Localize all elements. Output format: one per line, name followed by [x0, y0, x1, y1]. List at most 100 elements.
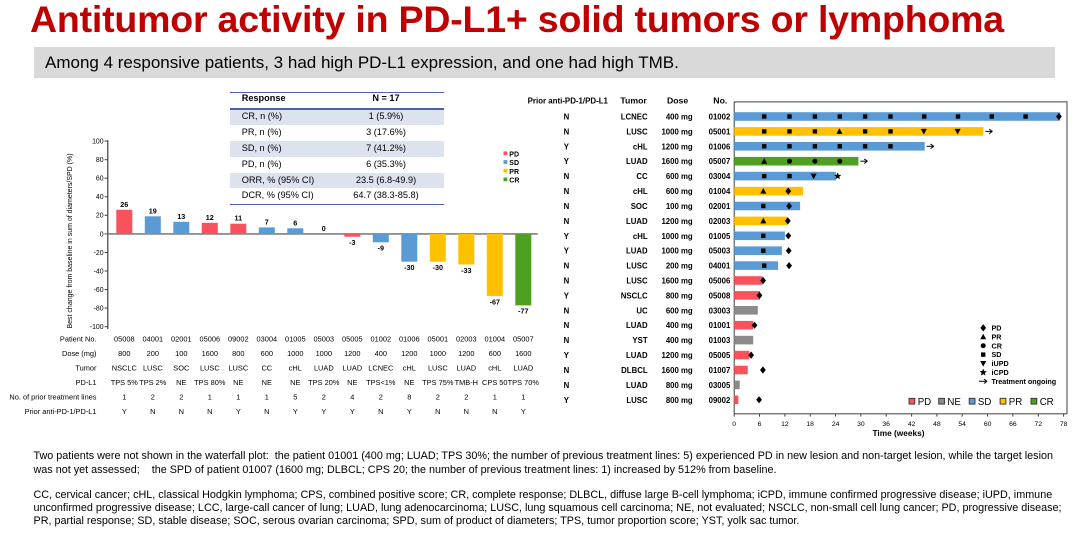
svg-text:LUSC: LUSC [143, 364, 163, 373]
svg-text:01003: 01003 [709, 336, 731, 345]
svg-text:04001: 04001 [143, 335, 164, 344]
svg-text:1200: 1200 [344, 349, 360, 358]
svg-text:1: 1 [208, 393, 212, 402]
svg-text:SOC: SOC [631, 202, 648, 211]
svg-text:05007: 05007 [513, 335, 534, 344]
svg-text:Y: Y [236, 407, 241, 416]
svg-text:TPS 5%: TPS 5% [111, 378, 139, 387]
svg-text:CC: CC [261, 364, 272, 373]
svg-text:600 mg: 600 mg [666, 187, 693, 196]
svg-text:CPS 50: CPS 50 [482, 378, 507, 387]
svg-text:N: N [179, 407, 184, 416]
svg-text:18: 18 [806, 421, 814, 428]
svg-text:05005: 05005 [342, 335, 363, 344]
svg-text:LUSC: LUSC [626, 396, 648, 405]
svg-text:PD: PD [509, 151, 519, 158]
svg-text:03003: 03003 [709, 306, 731, 315]
svg-text:LUSC: LUSC [428, 364, 448, 373]
svg-text:N: N [564, 321, 570, 330]
svg-text:LUAD: LUAD [456, 364, 476, 373]
svg-text:CR: CR [1040, 397, 1054, 408]
svg-text:N: N [564, 187, 570, 196]
svg-text:Tumor: Tumor [620, 96, 647, 106]
svg-text:TPS 75%: TPS 75% [422, 378, 454, 387]
svg-text:80: 80 [96, 157, 104, 164]
svg-text:400 mg: 400 mg [666, 321, 693, 330]
svg-text:No.: No. [713, 96, 727, 106]
svg-text:N: N [492, 407, 497, 416]
svg-text:09002: 09002 [709, 396, 731, 405]
svg-text:LCNEC: LCNEC [368, 364, 394, 373]
svg-text:Dose (mg): Dose (mg) [62, 349, 97, 358]
svg-text:02003: 02003 [456, 335, 477, 344]
svg-text:6: 6 [758, 421, 762, 428]
svg-text:LUAD: LUAD [626, 351, 648, 360]
svg-text:N: N [564, 127, 570, 136]
svg-text:TPS 80%: TPS 80% [194, 378, 226, 387]
svg-text:05008: 05008 [709, 291, 731, 300]
svg-text:N: N [564, 202, 570, 211]
svg-text:Y: Y [122, 407, 127, 416]
svg-text:2: 2 [379, 393, 383, 402]
svg-text:800: 800 [232, 349, 244, 358]
svg-text:SOC: SOC [173, 364, 190, 373]
svg-text:NE: NE [347, 378, 357, 387]
svg-text:04001: 04001 [709, 262, 731, 271]
svg-text:N: N [564, 336, 570, 345]
svg-text:LUAD: LUAD [626, 217, 648, 226]
svg-text:01007: 01007 [709, 366, 731, 375]
svg-text:-20: -20 [94, 250, 104, 257]
svg-text:1000 mg: 1000 mg [661, 247, 692, 256]
svg-text:N: N [464, 407, 469, 416]
svg-text:13: 13 [177, 212, 185, 221]
svg-text:NE: NE [233, 378, 243, 387]
svg-text:PR: PR [992, 332, 1003, 341]
svg-text:Y: Y [521, 407, 526, 416]
svg-text:02001: 02001 [171, 335, 192, 344]
svg-text:03004: 03004 [257, 335, 278, 344]
svg-text:2: 2 [322, 393, 326, 402]
svg-text:cHL: cHL [403, 364, 416, 373]
svg-text:-40: -40 [94, 268, 104, 275]
svg-text:-33: -33 [461, 266, 471, 275]
svg-text:Prior anti-PD-1/PD-L1: Prior anti-PD-1/PD-L1 [528, 96, 609, 105]
svg-text:N: N [435, 407, 440, 416]
svg-text:19: 19 [149, 206, 157, 215]
svg-text:-77: -77 [518, 307, 528, 316]
svg-text:1000 mg: 1000 mg [661, 232, 692, 241]
svg-text:66: 66 [1009, 421, 1017, 428]
svg-text:LUSC: LUSC [200, 364, 220, 373]
svg-text:-30: -30 [433, 263, 443, 272]
svg-text:-3: -3 [349, 238, 355, 247]
svg-text:42: 42 [908, 421, 916, 428]
svg-text:72: 72 [1035, 421, 1043, 428]
svg-text:iUPD: iUPD [992, 359, 1009, 368]
svg-text:2: 2 [151, 393, 155, 402]
svg-text:1000: 1000 [287, 349, 303, 358]
svg-text:600: 600 [489, 349, 501, 358]
svg-text:LUAD: LUAD [626, 247, 648, 256]
svg-text:Y: Y [564, 232, 570, 241]
svg-text:800 mg: 800 mg [666, 396, 693, 405]
svg-text:N: N [150, 407, 155, 416]
svg-text:05003: 05003 [314, 335, 335, 344]
svg-text:Best change from baseline in s: Best change from baseline in sum of diam… [67, 153, 74, 328]
svg-text:1600 mg: 1600 mg [661, 366, 692, 375]
svg-text:1: 1 [265, 393, 269, 402]
svg-text:2: 2 [464, 393, 468, 402]
svg-text:0: 0 [100, 231, 104, 238]
svg-text:TPS 2%: TPS 2% [139, 378, 167, 387]
svg-text:4: 4 [350, 393, 354, 402]
svg-text:24: 24 [832, 421, 840, 428]
svg-text:1600: 1600 [202, 349, 218, 358]
svg-text:LUSC: LUSC [228, 364, 248, 373]
svg-text:01002: 01002 [371, 335, 392, 344]
svg-text:Y: Y [564, 351, 570, 360]
svg-text:TPS 20%: TPS 20% [308, 378, 340, 387]
svg-text:cHL: cHL [633, 187, 648, 196]
svg-text:1000 mg: 1000 mg [661, 127, 692, 136]
svg-text:TPS<1%: TPS<1% [366, 378, 396, 387]
svg-text:SD: SD [509, 160, 519, 167]
svg-text:600: 600 [261, 349, 273, 358]
svg-text:30: 30 [857, 421, 865, 428]
